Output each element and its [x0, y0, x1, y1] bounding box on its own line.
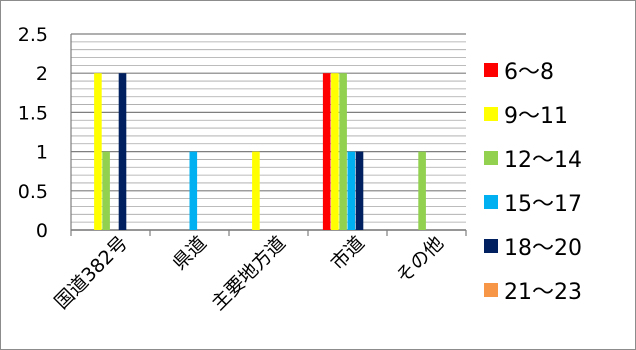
legend-item: 6〜8 [484, 48, 634, 92]
legend-swatch [484, 151, 498, 165]
bar [331, 73, 339, 230]
legend-item: 15〜17 [484, 180, 634, 224]
y-tick-label: 1 [36, 142, 48, 164]
category-label: 主要地方道 [207, 232, 290, 315]
legend-item: 9〜11 [484, 92, 634, 136]
legend-label: 21〜23 [504, 280, 582, 305]
bar [252, 151, 260, 230]
y-tick-label: 0.5 [18, 181, 48, 203]
legend-swatch [484, 107, 498, 121]
category-label: 市道 [327, 232, 369, 274]
bar [118, 73, 127, 230]
legend-label: 12〜14 [504, 148, 582, 173]
legend-label: 15〜17 [504, 192, 582, 217]
category-label: その他 [392, 232, 448, 288]
y-tick-label: 0 [36, 220, 48, 242]
bar [322, 73, 331, 230]
bar [347, 151, 356, 230]
bar [94, 73, 102, 230]
legend-label: 18〜20 [504, 236, 582, 261]
bar [355, 151, 364, 230]
chart-legend: 6〜8 9〜11 12〜14 15〜17 18〜20 21〜23 [484, 48, 634, 312]
legend-swatch [484, 63, 498, 77]
legend-item: 21〜23 [484, 268, 634, 312]
legend-label: 6〜8 [504, 60, 554, 85]
legend-label: 9〜11 [504, 104, 568, 129]
category-label: 県道 [169, 232, 211, 274]
legend-swatch [484, 239, 498, 253]
y-tick-label: 2 [36, 63, 48, 85]
bar [339, 73, 347, 230]
legend-item: 18〜20 [484, 224, 634, 268]
legend-swatch [484, 283, 498, 297]
bar [418, 151, 426, 230]
y-tick-label: 1.5 [18, 102, 48, 124]
bar [189, 151, 198, 230]
bar [102, 151, 110, 230]
y-tick-label: 2.5 [18, 24, 48, 46]
category-label: 国道382号 [51, 232, 133, 314]
legend-item: 12〜14 [484, 136, 634, 180]
legend-swatch [484, 195, 498, 209]
